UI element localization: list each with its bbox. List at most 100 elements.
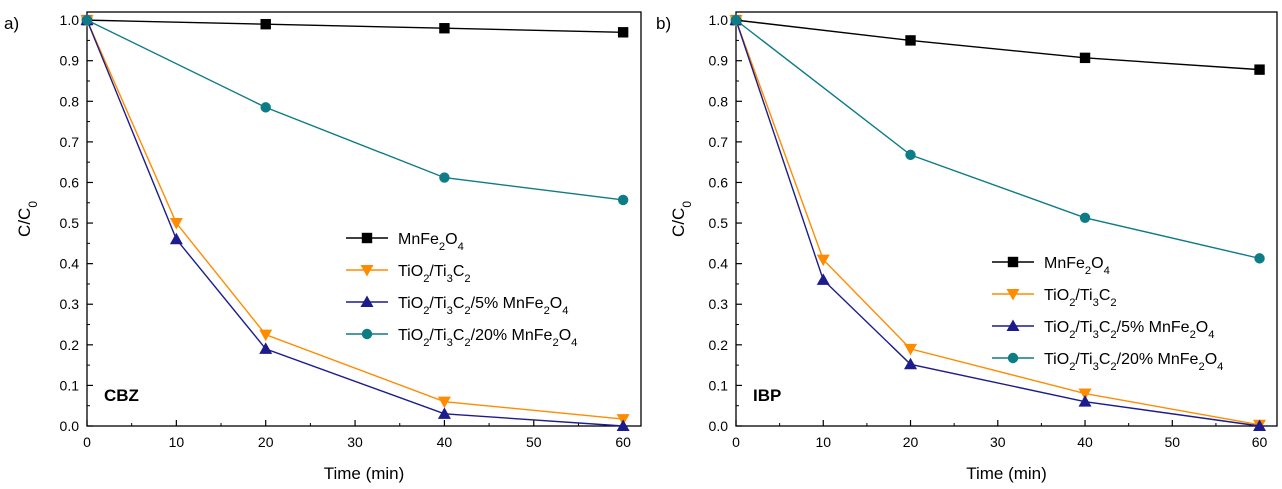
data-point [259, 329, 273, 342]
series-line [86, 19, 624, 33]
series-1 [729, 15, 1267, 432]
chart-panel-ibp: 0 10 20 30 40 50 60 0.0 0.1 0.2 0.3 0.4 0.5 0.6 0.7 0.8… [656, 11, 1278, 483]
legend-marker [361, 328, 373, 340]
x-tick-label: 60 [615, 434, 631, 450]
series-line [735, 19, 1260, 260]
data-point [616, 419, 630, 431]
x-tick-label: 30 [990, 434, 1006, 450]
data-point [816, 273, 830, 285]
x-tick-label: 40 [437, 434, 453, 450]
data-point [169, 232, 183, 245]
y-tick-label: 1.0 [60, 12, 80, 28]
data-point [439, 23, 450, 34]
legend-label: TiO2/Ti3C2 [398, 263, 471, 285]
data-point [1254, 253, 1265, 264]
data-point [1078, 395, 1092, 407]
data-point [905, 35, 916, 46]
data-point [437, 407, 451, 419]
y-tick-label: 0.7 [709, 134, 729, 150]
y-tick-label: 0.2 [709, 337, 729, 353]
data-point [439, 172, 450, 183]
data-point [169, 218, 183, 230]
y-tick-label: 0.7 [60, 134, 80, 150]
x-tick-label: 10 [169, 434, 185, 450]
y-tick-label: 0.8 [709, 93, 729, 109]
legend-marker [360, 295, 374, 307]
y-tick-label: 0.3 [709, 296, 729, 312]
series-line [86, 19, 624, 420]
y-tick-label: 0.6 [60, 174, 80, 190]
series-3 [81, 14, 629, 206]
y-tick-label: 0.2 [60, 337, 80, 353]
x-tick-label: 20 [903, 434, 919, 450]
data-point [617, 194, 629, 206]
series-3 [730, 14, 1265, 264]
y-tick-label: 0.5 [60, 215, 80, 231]
y-tick-label: 0.4 [60, 256, 80, 272]
series-0 [81, 14, 629, 38]
x-tick-label: 0 [732, 434, 740, 450]
x-tick-label: 50 [1165, 434, 1181, 450]
data-point [1079, 212, 1091, 223]
x-axis-title: Time (min) [324, 464, 405, 483]
data-point [730, 14, 742, 26]
data-point [260, 102, 271, 113]
legend-label: TiO2/Ti3C2 [1044, 287, 1117, 309]
data-point [259, 342, 273, 354]
x-tick-label: 0 [83, 434, 91, 450]
y-tick-label: 0.4 [709, 256, 729, 272]
y-tick-label: 0.8 [60, 93, 80, 109]
y-axis-title: C/C0 [15, 201, 40, 237]
y-tick-label: 0.9 [60, 53, 80, 69]
y-tick-label: 0.0 [709, 418, 729, 434]
x-tick-label: 40 [1077, 434, 1093, 450]
panel-label: a) [4, 14, 19, 33]
data-point [260, 18, 271, 30]
legend-marker [1006, 289, 1020, 301]
y-tick-label: 0.9 [709, 53, 729, 69]
data-point [904, 357, 918, 370]
sample-tag: IBP [753, 386, 781, 405]
y-tick-label: 0.1 [60, 377, 80, 393]
legend-label: TiO2/Ti3C2/20% MnFe2O4 [1044, 351, 1223, 373]
x-tick-label: 10 [815, 434, 831, 450]
series-0 [730, 14, 1265, 75]
legend-label: TiO2/Ti3C2/5% MnFe2O4 [1044, 319, 1214, 341]
legend-marker [1007, 352, 1019, 364]
legend-label: TiO2/Ti3C2/20% MnFe2O4 [398, 327, 577, 349]
series-line [86, 19, 624, 427]
data-point [81, 14, 93, 26]
sample-tag: CBZ [104, 386, 139, 405]
x-tick-label: 60 [1252, 434, 1268, 450]
legend-label: MnFe2O4 [398, 231, 464, 253]
series-1 [80, 15, 630, 426]
y-tick-label: 0.5 [709, 215, 729, 231]
legend-marker [1007, 256, 1019, 268]
data-point [1253, 419, 1267, 431]
data-point [617, 27, 629, 38]
legend: MnFe2O4 TiO2/Ti3C2 TiO2/Ti3C2/5% MnFe2O4 Ti… [992, 255, 1223, 373]
series-line [735, 19, 1260, 71]
legend-marker [361, 232, 373, 244]
data-point [904, 343, 918, 356]
plot-frame [735, 11, 1278, 427]
y-tick-label: 0.1 [709, 377, 729, 393]
y-tick-label: 0.0 [60, 418, 80, 434]
panel-label: b) [656, 14, 671, 33]
x-tick-label: 20 [258, 434, 274, 450]
plot-frame [86, 11, 642, 427]
data-point [1078, 388, 1092, 401]
y-axis-title: C/C0 [669, 201, 694, 237]
series-line [86, 19, 624, 201]
chart-panel-cbz: 0 10 20 30 40 50 60 0.0 0.1 0.2 0.3 0.4 0.5 0.6 0.7 0.8… [4, 11, 642, 483]
legend-label: MnFe2O4 [1044, 255, 1110, 277]
x-axis-title: Time (min) [966, 464, 1047, 483]
data-point [816, 254, 830, 267]
data-point [1079, 52, 1091, 64]
legend-marker [1006, 319, 1020, 331]
y-tick-label: 0.6 [709, 174, 729, 190]
data-point [905, 149, 916, 161]
x-tick-label: 30 [347, 434, 363, 450]
data-point [1254, 64, 1265, 75]
data-point [437, 396, 451, 409]
